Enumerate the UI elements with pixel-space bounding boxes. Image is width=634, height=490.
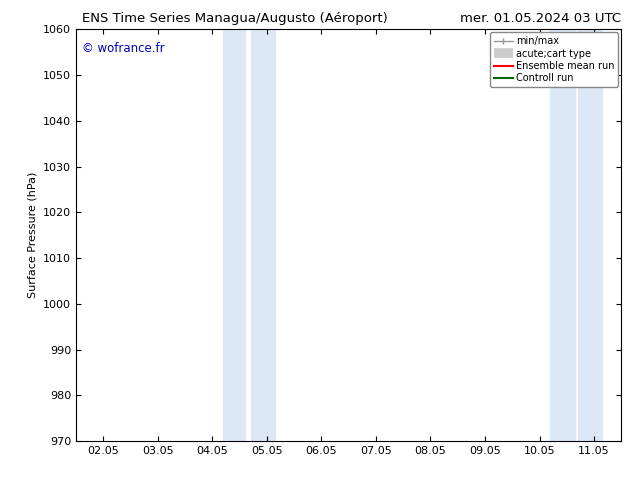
Legend: min/max, acute;cart type, Ensemble mean run, Controll run: min/max, acute;cart type, Ensemble mean … — [489, 32, 618, 87]
Bar — [550, 29, 575, 441]
Bar — [250, 29, 275, 441]
Bar — [578, 29, 602, 441]
Text: mer. 01.05.2024 03 UTC: mer. 01.05.2024 03 UTC — [460, 12, 621, 25]
Text: ENS Time Series Managua/Augusto (Aéroport): ENS Time Series Managua/Augusto (Aéropor… — [82, 12, 388, 25]
Bar — [223, 29, 245, 441]
Y-axis label: Surface Pressure (hPa): Surface Pressure (hPa) — [27, 172, 37, 298]
Text: © wofrance.fr: © wofrance.fr — [82, 42, 164, 55]
